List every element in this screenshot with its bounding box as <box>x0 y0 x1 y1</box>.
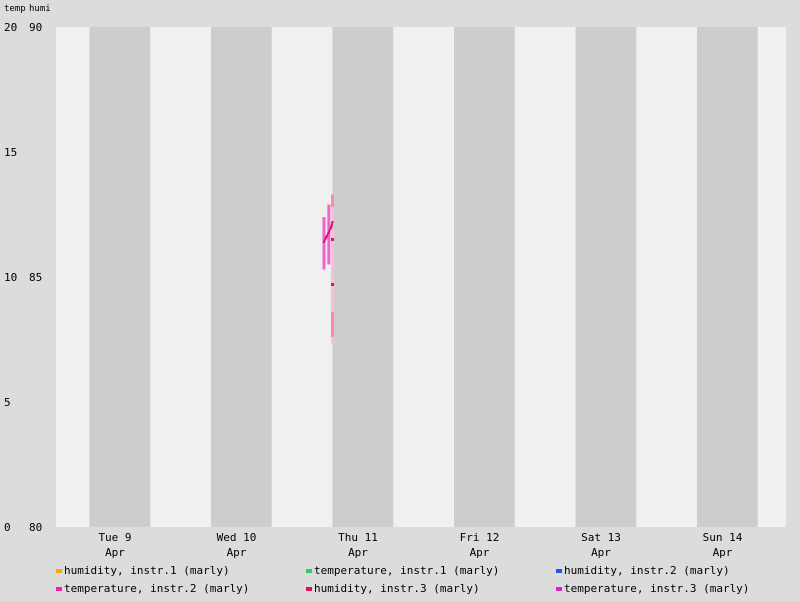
x-tick-sublabel: Apr <box>105 546 125 559</box>
legend-label: humidity, instr.1 (marly) <box>64 564 230 577</box>
range-bar <box>330 312 334 337</box>
x-tick-label: Sat 13 <box>581 531 621 544</box>
line-point <box>325 236 328 238</box>
x-tick-label: Tue 9 <box>98 531 131 544</box>
legend-item: humidity, instr.1 (marly) <box>56 563 306 578</box>
axis-title-humi: humi <box>29 4 51 14</box>
y-tick-temp: 20 <box>4 21 17 34</box>
legend-item: temperature, instr.2 (marly) <box>56 581 306 596</box>
line-point <box>327 231 330 233</box>
night-band <box>453 27 515 527</box>
legend-item: humidity, instr.3 (marly) <box>306 581 556 596</box>
chart-canvas: temp humi 0 5 10 15 20 80 85 90 Tue 9 Apr Wed 10 Apr T… <box>4 4 786 559</box>
legend-label: temperature, instr.2 (marly) <box>64 582 250 595</box>
legend-swatch <box>556 586 562 591</box>
x-tick-label: Sun 14 <box>703 531 743 544</box>
legend-label: humidity, instr.3 (marly) <box>314 582 480 595</box>
line-point <box>330 226 333 228</box>
y-tick-temp: 0 <box>4 521 11 534</box>
y-tick-temp: 10 <box>4 271 17 284</box>
range-bar <box>330 194 334 207</box>
x-tick-label: Fri 12 <box>460 531 500 544</box>
legend-label: humidity, instr.2 (marly) <box>564 564 730 577</box>
legend: humidity, instr.1 (marly) temperature, in… <box>56 563 800 596</box>
x-tick-sublabel: Apr <box>348 546 368 559</box>
legend-item: temperature, instr.1 (marly) <box>306 563 556 578</box>
y-tick-humi: 90 <box>29 21 42 34</box>
legend-swatch <box>306 586 312 591</box>
night-band <box>575 27 637 527</box>
legend-swatch <box>56 586 62 591</box>
night-band <box>332 27 394 527</box>
y-tick-temp: 15 <box>4 146 17 159</box>
plot-area <box>56 27 786 527</box>
range-bar <box>322 217 326 270</box>
y-tick-humi: 85 <box>29 271 42 284</box>
night-band <box>696 27 758 527</box>
marker-point <box>330 238 334 241</box>
y-tick-humi: 80 <box>29 521 42 534</box>
marker-point <box>330 283 334 286</box>
night-band <box>89 27 151 527</box>
x-tick-sublabel: Apr <box>591 546 611 559</box>
y-tick-temp: 5 <box>4 396 11 409</box>
x-tick-sublabel: Apr <box>470 546 490 559</box>
range-bar <box>327 204 331 265</box>
x-tick-label: Thu 11 <box>338 531 378 544</box>
legend-swatch <box>556 568 562 573</box>
legend-label: temperature, instr.1 (marly) <box>314 564 500 577</box>
legend-item: humidity, instr.2 (marly) <box>556 563 800 578</box>
line-point <box>331 221 334 223</box>
legend-item: temperature, instr.3 (marly) <box>556 581 800 596</box>
line-point <box>322 241 325 243</box>
night-band <box>210 27 272 527</box>
legend-label: temperature, instr.3 (marly) <box>564 582 750 595</box>
legend-swatch <box>56 568 62 573</box>
axis-title-temp: temp <box>4 4 26 14</box>
legend-swatch <box>306 568 312 573</box>
range-bar <box>330 194 334 345</box>
x-tick-sublabel: Apr <box>227 546 247 559</box>
x-tick-label: Wed 10 <box>217 531 257 544</box>
x-tick-sublabel: Apr <box>713 546 733 559</box>
